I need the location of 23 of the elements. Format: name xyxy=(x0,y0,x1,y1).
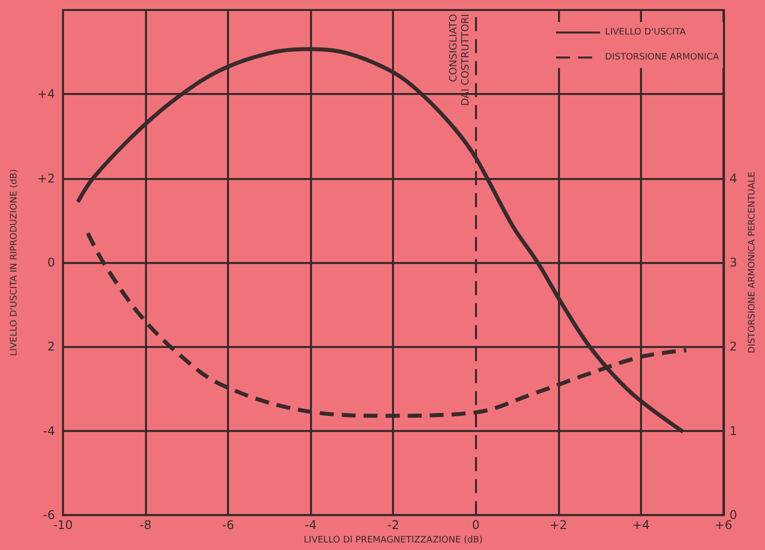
y-tick-label: 0 xyxy=(47,256,55,270)
y-tick-label: +2 xyxy=(37,171,55,186)
x-tick-label: -4 xyxy=(304,518,317,532)
x-tick-label: -10 xyxy=(53,518,73,532)
y2-axis-title: DISTORSIONE ARMONICA PERCENTUALE xyxy=(748,172,758,354)
legend-label: DISTORSIONE ARMONICA xyxy=(605,52,720,62)
y-tick-label: +4 xyxy=(37,87,55,102)
x-tick-label: +2 xyxy=(549,518,568,532)
y-tick-label: -6 xyxy=(43,508,55,522)
x-tick-label: +4 xyxy=(632,518,650,532)
x-tick-label: 0 xyxy=(472,518,480,532)
y2-tick-label: 3 xyxy=(729,256,738,270)
x-tick-label: -2 xyxy=(387,518,400,532)
x-axis-title: LIVELLO DI PREMAGNETIZZAZIONE (dB) xyxy=(304,536,483,546)
y2-tick-label: 4 xyxy=(729,171,738,186)
y-axis-title: LIVELLO D'USCITA IN RIPRODUZIONE (dB) xyxy=(10,169,20,356)
y-tick-label: -4 xyxy=(43,424,55,438)
y2-tick-label: 2 xyxy=(729,340,738,354)
y2-tick-label: 1 xyxy=(729,424,738,438)
legend-label: LIVELLO D'USCITA xyxy=(605,28,687,38)
y-tick-label: 2 xyxy=(47,340,55,354)
x-tick-label: -8 xyxy=(140,518,152,532)
x-tick-label: -6 xyxy=(222,518,234,532)
